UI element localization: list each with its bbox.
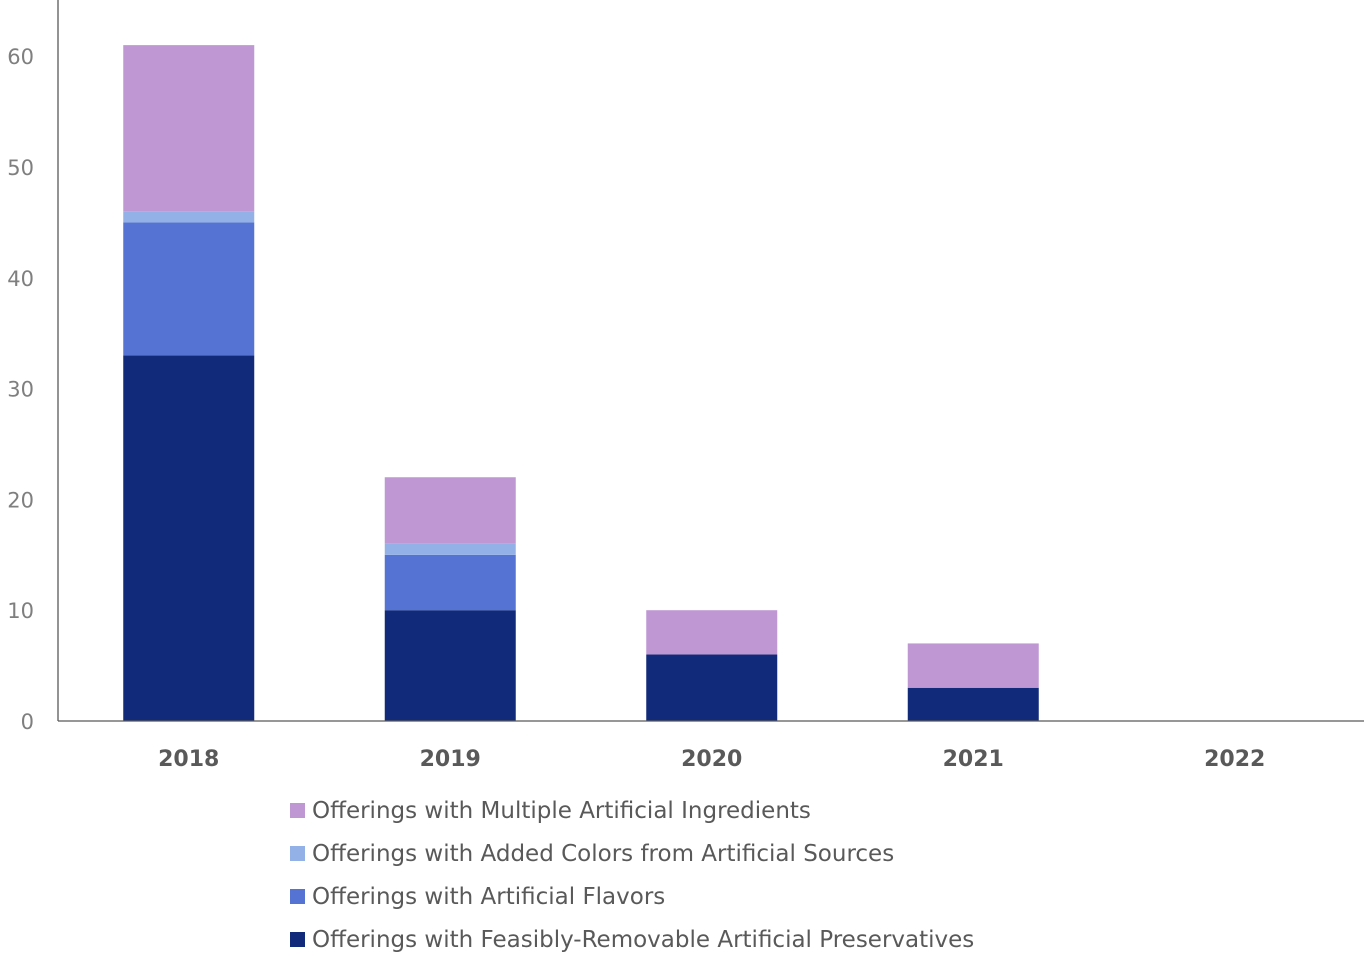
bar-segment-2019-series-1 <box>384 610 516 721</box>
bar-segment-2020-series-1 <box>646 654 778 721</box>
legend-swatch <box>290 932 305 947</box>
legend-label: Offerings with Feasibly-Removable Artifi… <box>312 927 974 953</box>
x-axis-ticks: 2018 2019 2020 2021 2022 <box>158 747 1265 772</box>
bar-segment-2018-series-2 <box>123 222 255 356</box>
y-axis-ticks: 0 10 20 30 40 50 60 <box>7 45 34 734</box>
y-tick-label: 50 <box>7 156 34 180</box>
y-tick-label: 60 <box>7 45 34 69</box>
legend-label: Offerings with Multiple Artificial Ingre… <box>312 798 811 824</box>
x-tick-label: 2019 <box>420 747 481 772</box>
x-tick-label: 2022 <box>1204 747 1265 772</box>
bar-segment-2018-series-4 <box>123 45 255 212</box>
legend-swatch <box>290 889 305 904</box>
legend-swatch <box>290 846 305 861</box>
y-tick-label: 30 <box>7 378 34 402</box>
bar-segment-2019-series-3 <box>384 543 516 555</box>
bar-segment-2021-series-4 <box>907 643 1039 688</box>
bar-segment-2019-series-4 <box>384 477 516 544</box>
x-tick-label: 2020 <box>681 747 742 772</box>
y-tick-label: 20 <box>7 488 34 512</box>
y-tick-label: 0 <box>21 710 34 734</box>
bar-segment-2019-series-2 <box>384 554 516 611</box>
axes-group <box>57 0 1364 722</box>
bars-group <box>123 45 1039 721</box>
y-tick-label: 10 <box>7 599 34 623</box>
bar-segment-2020-series-4 <box>646 610 778 655</box>
legend-swatch <box>290 803 305 818</box>
legend: Offerings with Multiple Artificial Ingre… <box>290 798 974 953</box>
legend-label: Offerings with Added Colors from Artific… <box>312 841 894 867</box>
bar-segment-2018-series-3 <box>123 211 255 223</box>
legend-label: Offerings with Artificial Flavors <box>312 884 665 910</box>
x-tick-label: 2021 <box>943 747 1004 772</box>
x-tick-label: 2018 <box>158 747 219 772</box>
bar-segment-2018-series-1 <box>123 355 255 721</box>
bar-segment-2021-series-1 <box>907 687 1039 721</box>
y-tick-label: 40 <box>7 267 34 291</box>
